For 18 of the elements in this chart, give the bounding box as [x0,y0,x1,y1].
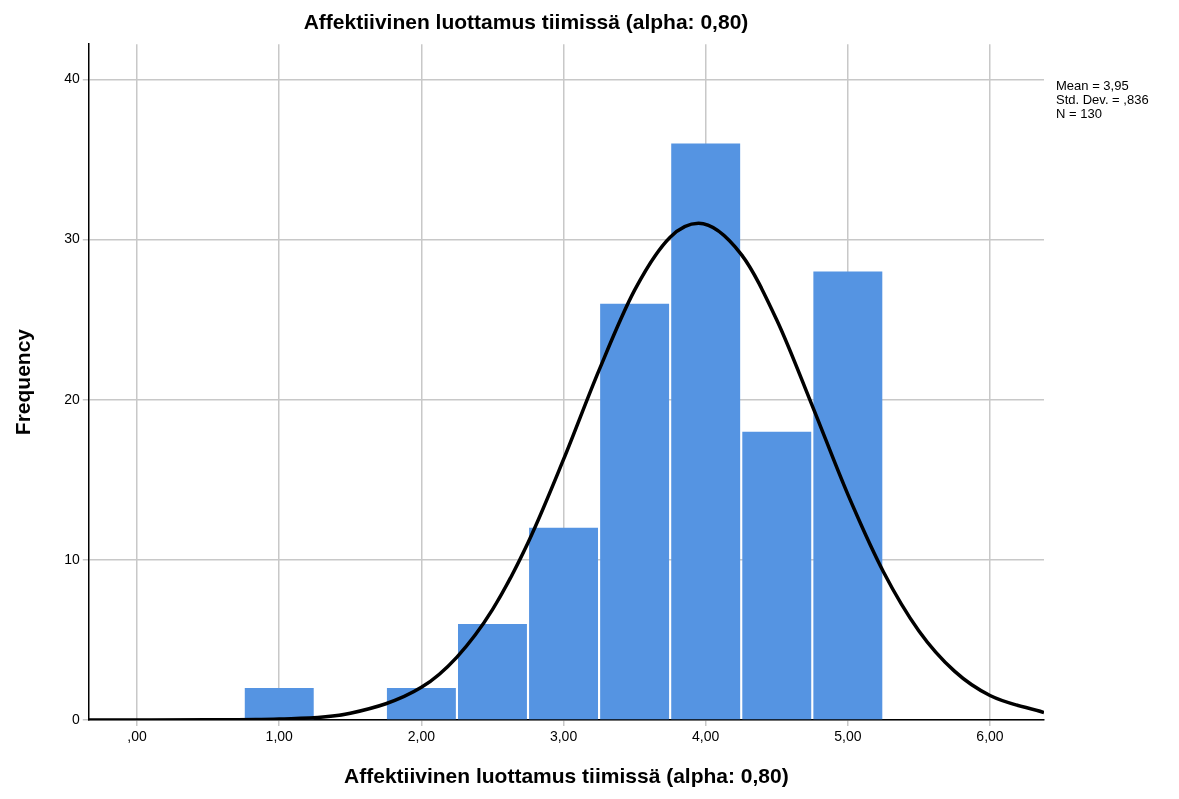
x-tick-label: 3,00 [549,728,578,745]
chart-title: Affektiivinen luottamus tiimissä (alpha: 0,80) [303,10,749,34]
text: Mean = 3,95 [1056,78,1129,94]
y-tick-label: 0 [71,710,80,727]
x-axis-title: Affektiivinen luottamus tiimissä (alpha: 0,80) [344,764,789,788]
x-tick-label: 6,00 [976,728,1004,745]
text: Std. Dev. = ,836 [1056,92,1149,108]
x-tick-label: 4,00 [692,728,720,745]
x-tick-label: ,00 [127,728,148,745]
x-tick-label: 1,00 [265,728,294,745]
y-tick-label: 10 [64,550,80,567]
x-tick-label: 2,00 [407,728,436,745]
x-tick-label: 5,00 [834,728,862,745]
text: N = 130 [1056,106,1102,122]
y-tick-label: 30 [64,230,80,247]
y-axis-title: Frequency [11,328,35,436]
y-tick-label: 20 [64,390,80,407]
y-tick-label: 40 [64,70,80,87]
